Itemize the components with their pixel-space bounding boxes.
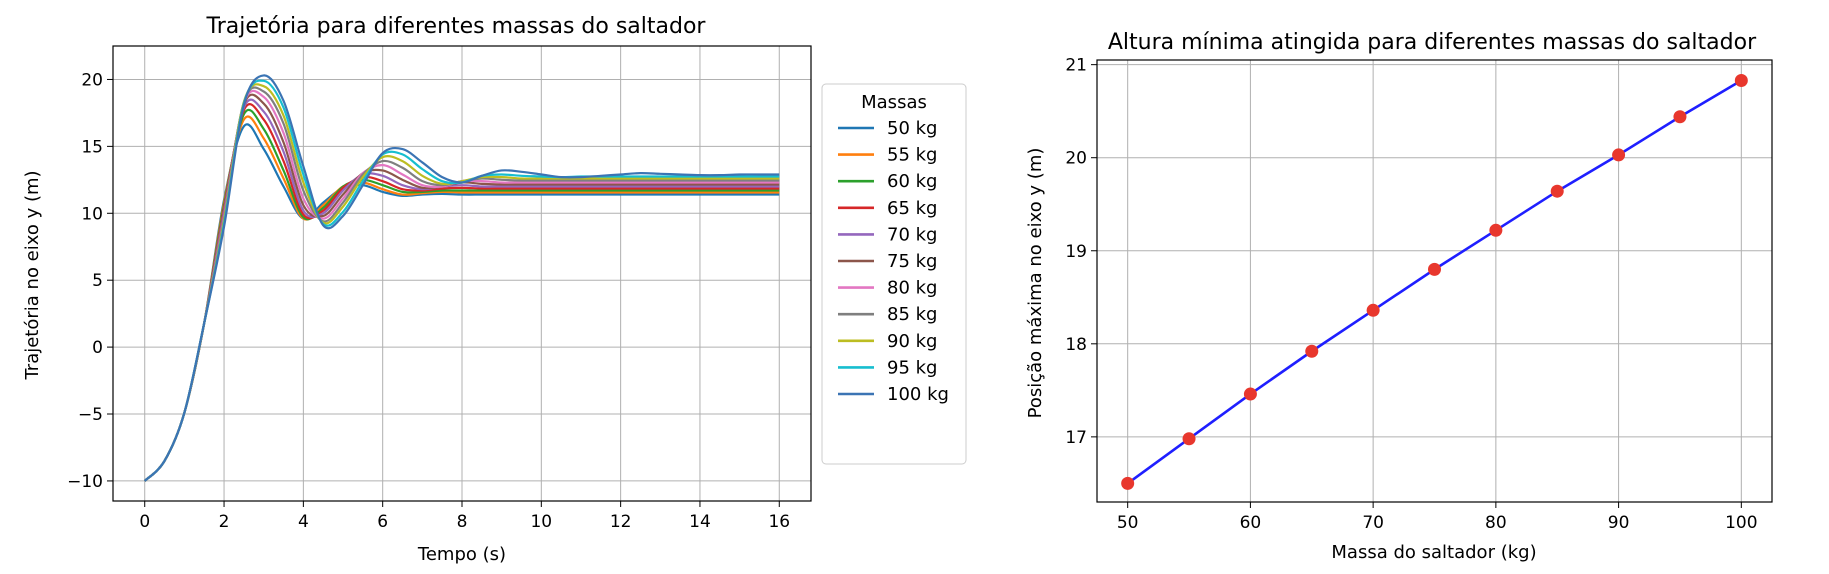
right-grid <box>1097 60 1772 502</box>
data-point-marker <box>1550 184 1564 198</box>
legend-box <box>821 83 967 465</box>
right-y-tick-label: 21 <box>1065 56 1087 76</box>
right-x-tick-label: 50 <box>1117 513 1139 533</box>
right-y-tick-label: 17 <box>1065 428 1087 448</box>
data-point-marker <box>1489 223 1503 237</box>
series-line-100-kg <box>143 74 780 482</box>
left-y-axis-label: Trajetória no eixo y (m) <box>22 170 43 380</box>
data-point-marker <box>1305 344 1319 358</box>
right-ticks: 50 60 70 80 90 100 17 18 19 20 21 <box>1065 56 1757 533</box>
right-x-tick-label: 70 <box>1362 513 1384 533</box>
left-chart-title: Trajetória para diferentes massas do sal… <box>206 14 707 39</box>
left-x-tick-label: 8 <box>457 512 468 532</box>
left-x-tick-label: 4 <box>298 512 309 532</box>
right-x-tick-label: 60 <box>1240 513 1262 533</box>
trajectory-chart: Trajetória para diferentes massas do sal… <box>22 14 967 565</box>
legend-label: 75 kg <box>887 251 937 272</box>
series-line-50-kg <box>143 123 780 482</box>
left-x-tick-label: 14 <box>689 512 711 532</box>
right-series <box>1121 73 1748 490</box>
data-point-marker <box>1734 73 1748 87</box>
legend-label: 100 kg <box>887 384 949 405</box>
data-point-marker <box>1243 387 1257 401</box>
legend-title: Massas <box>861 92 927 113</box>
left-y-tick-label: 10 <box>81 204 103 224</box>
right-y-axis-label: Posição máxima no eixo y (m) <box>1025 148 1046 419</box>
left-x-tick-label: 0 <box>139 512 150 532</box>
left-ticks: 0 2 4 6 8 10 12 14 16 −10 −5 0 5 10 15 20 <box>67 70 790 532</box>
left-x-axis-label: Tempo (s) <box>417 544 506 565</box>
legend-label: 95 kg <box>887 357 937 378</box>
legend: Massas 50 kg 55 kg 60 kg 65 kg 70 kg 75 kg 80 … <box>821 83 967 465</box>
right-x-tick-label: 80 <box>1485 513 1507 533</box>
legend-label: 85 kg <box>887 304 937 325</box>
data-point-marker <box>1428 262 1441 276</box>
left-y-tick-label: 15 <box>81 137 103 157</box>
left-grid <box>113 46 811 501</box>
data-point-marker <box>1612 148 1626 162</box>
left-x-tick-label: 16 <box>768 512 790 532</box>
right-y-tick-label: 19 <box>1065 242 1087 262</box>
left-y-tick-label: 0 <box>92 338 103 358</box>
left-y-tick-label: 5 <box>92 271 103 291</box>
left-x-tick-label: 2 <box>219 512 230 532</box>
left-x-tick-label: 6 <box>377 512 388 532</box>
max-height-line <box>1126 79 1742 485</box>
right-plot-frame <box>1096 59 1773 503</box>
right-x-axis-label: Massa do saltador (kg) <box>1331 542 1536 563</box>
right-chart-title: Altura mínima atingida para diferentes m… <box>1108 30 1757 55</box>
legend-label: 55 kg <box>887 145 937 166</box>
data-point-marker <box>1366 303 1380 317</box>
data-point-marker <box>1121 476 1135 490</box>
right-y-tick-label: 20 <box>1065 149 1087 169</box>
left-y-tick-label: −10 <box>67 472 103 492</box>
left-series-lines <box>143 74 780 482</box>
left-x-tick-label: 10 <box>530 512 552 532</box>
legend-label: 80 kg <box>887 278 937 299</box>
legend-label: 50 kg <box>887 118 937 139</box>
legend-label: 70 kg <box>887 224 937 245</box>
left-y-tick-label: 20 <box>81 70 103 90</box>
right-y-tick-label: 18 <box>1065 335 1087 355</box>
right-x-tick-label: 90 <box>1608 513 1630 533</box>
legend-label: 65 kg <box>887 198 937 219</box>
legend-label: 90 kg <box>887 331 937 352</box>
right-x-tick-label: 100 <box>1725 513 1757 533</box>
data-point-marker <box>1182 432 1196 446</box>
data-point-marker <box>1673 110 1687 124</box>
left-x-tick-label: 12 <box>610 512 632 532</box>
left-y-tick-label: −5 <box>78 405 103 425</box>
min-height-chart: Altura mínima atingida para diferentes m… <box>1025 30 1773 563</box>
legend-items: 50 kg 55 kg 60 kg 65 kg 70 kg 75 kg 80 kg 85 kg… <box>838 118 949 405</box>
legend-label: 60 kg <box>887 171 937 192</box>
